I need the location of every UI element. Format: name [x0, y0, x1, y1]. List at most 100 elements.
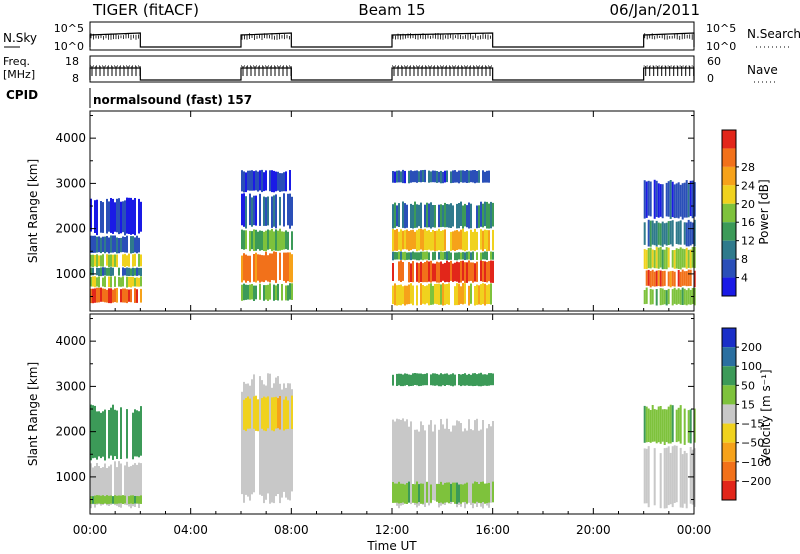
echo-cell — [677, 248, 680, 269]
echo-cell — [402, 262, 404, 281]
echo-cell — [406, 483, 408, 504]
echo-cell — [102, 467, 104, 505]
echo-cell — [460, 423, 462, 507]
echo-cell — [436, 483, 438, 502]
echo-cell — [273, 170, 275, 193]
echo-cell — [412, 204, 414, 229]
echo-cell — [94, 200, 96, 233]
echo-cell — [669, 452, 672, 505]
echo-cell — [643, 222, 646, 245]
echo-band — [90, 461, 142, 509]
date-label: 06/Jan/2011 — [610, 1, 701, 19]
echo-cell — [667, 406, 670, 444]
echo-cell — [490, 201, 492, 229]
y-tick-label: 2000 — [55, 425, 86, 439]
echo-cell — [263, 396, 265, 431]
echo-cell — [446, 373, 448, 385]
echo-cell — [414, 429, 416, 505]
echo-cell — [249, 193, 251, 226]
echo-cell — [120, 407, 122, 459]
echo-cell — [681, 269, 684, 286]
echo-cell — [655, 180, 658, 217]
echo-cell — [396, 285, 398, 306]
echo-cell — [114, 409, 116, 457]
echo-cell — [426, 373, 428, 386]
echo-cell — [448, 204, 450, 228]
echo-cell — [100, 267, 102, 277]
echo-cell — [267, 255, 269, 282]
echo-cell — [400, 171, 402, 183]
echo-cell — [275, 377, 277, 497]
colorbar-segment — [722, 423, 736, 443]
echo-cell — [108, 288, 110, 304]
echo-cell — [649, 220, 652, 247]
echo-cell — [275, 251, 277, 283]
echo-cell — [116, 198, 118, 233]
echo-cell — [394, 229, 396, 251]
echo-cell — [488, 373, 490, 386]
echo-cell — [396, 229, 398, 251]
echo-cell — [271, 397, 273, 431]
echo-cell — [138, 198, 140, 234]
echo-cell — [476, 418, 478, 507]
echo-band — [645, 269, 696, 288]
echo-cell — [273, 284, 275, 301]
echo-cell — [482, 420, 484, 509]
echo-cell — [287, 231, 289, 250]
echo-cell — [458, 484, 460, 503]
echo-cell — [488, 261, 490, 282]
echo-cell — [482, 374, 484, 386]
echo-cell — [474, 481, 476, 504]
echo-cell — [110, 407, 112, 456]
echo-cell — [241, 255, 243, 283]
power-ylabel: Slant Range [km] — [26, 159, 40, 263]
echo-cell — [112, 254, 114, 267]
echo-cell — [643, 448, 646, 504]
echo-cell — [468, 285, 470, 306]
echo-cell — [486, 251, 488, 260]
echo-cell — [452, 170, 454, 183]
echo-cell — [98, 255, 100, 267]
echo-cell — [446, 251, 448, 261]
echo-cell — [249, 284, 251, 300]
echo-cell — [100, 495, 102, 504]
echo-cell — [98, 287, 100, 303]
echo-cell — [470, 252, 472, 261]
echo-cell — [140, 201, 142, 232]
echo-cell — [120, 463, 122, 508]
echo-cell — [128, 253, 130, 267]
echo-cell — [685, 271, 688, 287]
echo-cell — [90, 235, 92, 253]
echo-cell — [291, 283, 293, 300]
echo-cell — [480, 372, 482, 387]
echo-cell — [673, 184, 676, 219]
echo-cell — [462, 252, 464, 260]
echo-cell — [661, 184, 664, 219]
echo-band — [643, 246, 696, 270]
velocity-heatmap — [90, 372, 696, 509]
echo-cell — [128, 496, 130, 504]
echo-cell — [659, 223, 662, 246]
echo-cell — [96, 411, 98, 460]
echo-cell — [689, 249, 692, 269]
echo-cell — [406, 252, 408, 260]
colorbar-segment — [722, 480, 736, 500]
colorbar-segment — [722, 328, 736, 348]
echo-cell — [136, 277, 138, 287]
echo-cell — [687, 269, 690, 287]
echo-cell — [394, 251, 396, 260]
echo-cell — [444, 482, 446, 503]
echo-cell — [683, 288, 686, 305]
echo-cell — [90, 288, 92, 304]
echo-cell — [645, 406, 648, 443]
echo-cell — [434, 251, 436, 260]
echo-cell — [462, 228, 464, 251]
echo-cell — [416, 204, 418, 228]
echo-cell — [657, 183, 660, 218]
echo-cell — [472, 170, 474, 183]
echo-cell — [653, 179, 656, 219]
echo-cell — [446, 284, 448, 305]
echo-cell — [653, 223, 656, 246]
echo-cell — [422, 285, 424, 304]
echo-cell — [669, 180, 672, 219]
